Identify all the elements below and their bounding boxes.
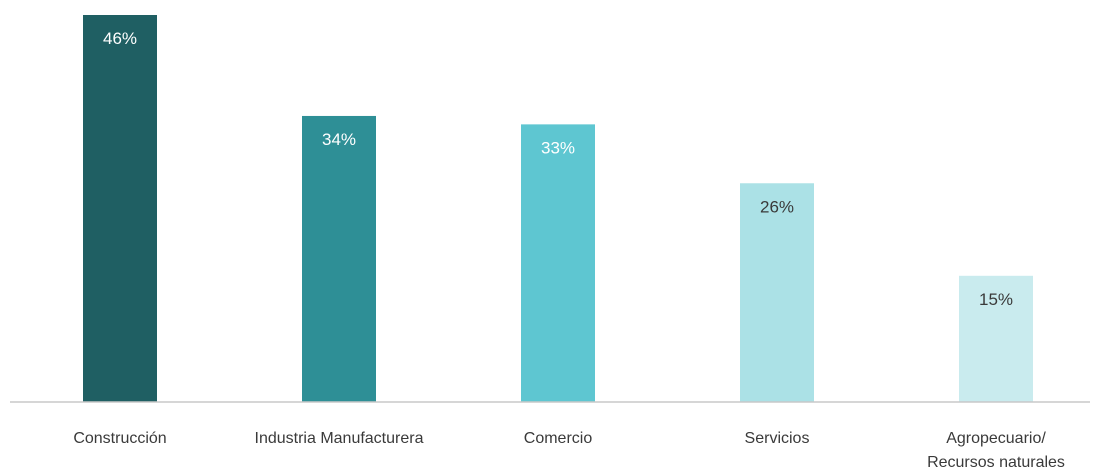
category-label-comercio: Comercio xyxy=(524,430,593,447)
category-label-industria-manufacturera: Industria Manufacturera xyxy=(255,430,424,447)
data-label-industria-manufacturera: 34% xyxy=(322,130,356,149)
category-label-line: Comercio xyxy=(524,430,593,447)
bars-group xyxy=(83,15,1033,403)
category-labels-group: Construcción Industria Manufacturera Comer… xyxy=(73,430,1065,471)
category-label-line: Industria Manufacturera xyxy=(255,430,424,447)
data-label-servicios: 26% xyxy=(760,197,794,216)
bar-comercio xyxy=(521,124,595,402)
category-label-line: Recursos naturales xyxy=(927,454,1065,471)
category-label-line: Construcción xyxy=(73,430,166,447)
data-label-agropecuario-recursos-naturales: 15% xyxy=(979,290,1013,309)
category-label-line: Agropecuario/ xyxy=(946,430,1046,447)
bar-agropecuario-recursos-naturales xyxy=(959,275,1033,402)
data-label-comercio: 33% xyxy=(541,138,575,157)
bar-industria-manufacturera xyxy=(302,115,376,403)
category-label-agropecuario-recursos-naturales: Agropecuario/Recursos naturales xyxy=(927,430,1065,471)
category-label-construccion: Construcción xyxy=(73,430,166,447)
category-label-line: Servicios xyxy=(745,430,810,447)
bar-construccion xyxy=(83,15,157,402)
category-label-servicios: Servicios xyxy=(745,430,810,447)
data-label-construccion: 46% xyxy=(103,29,137,48)
data-labels-group: 46% 34% 33% 26% 15% xyxy=(103,29,1013,309)
bar-servicios xyxy=(740,183,814,402)
